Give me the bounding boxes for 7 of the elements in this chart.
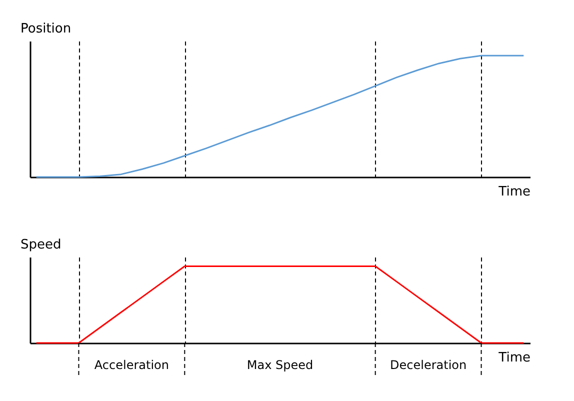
text: Max Speed	[246, 358, 314, 372]
x-axis-title: Time	[498, 184, 530, 200]
y-axis-title: Speed	[20, 238, 62, 252]
y-axis-title: Position	[20, 22, 72, 36]
text: Acceleration	[94, 358, 169, 372]
x-axis-title: Time	[498, 350, 530, 366]
text: Deceleration	[390, 358, 467, 372]
